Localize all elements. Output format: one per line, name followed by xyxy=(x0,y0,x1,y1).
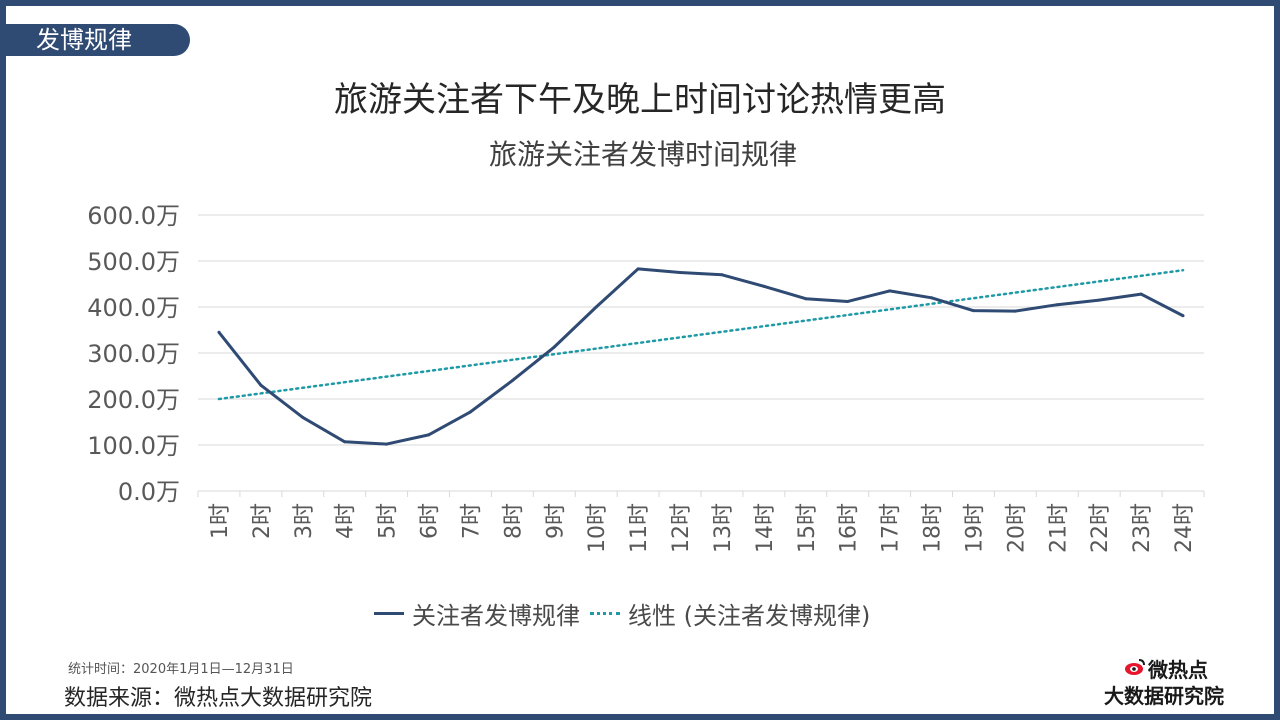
x-tick-label: 16时 xyxy=(837,503,862,553)
legend-item-trendline: 线性 (关注者发博规律) xyxy=(590,596,870,631)
legend-label-series: 关注者发博规律 xyxy=(412,602,580,630)
section-tag: 发博规律 xyxy=(6,24,190,56)
data-point xyxy=(1097,298,1101,302)
data-point xyxy=(971,309,975,313)
chart-legend: 关注者发博规律 线性 (关注者发博规律) xyxy=(374,596,880,631)
x-tick-label: 23时 xyxy=(1130,503,1155,553)
y-tick-label: 100.0万 xyxy=(87,432,180,460)
data-point xyxy=(762,284,766,288)
trend-line xyxy=(217,268,1185,401)
y-tick-label: 0.0万 xyxy=(118,478,180,506)
data-point xyxy=(1055,303,1059,307)
data-point xyxy=(1139,292,1143,296)
data-point xyxy=(888,289,892,293)
x-tick-label: 10时 xyxy=(585,503,610,553)
data-point xyxy=(259,383,263,387)
x-tick-label: 2时 xyxy=(250,503,275,539)
data-point xyxy=(510,379,514,383)
x-tick-label: 14时 xyxy=(753,503,778,553)
data-source: 数据来源：微热点大数据研究院 xyxy=(64,686,373,711)
x-tick-label: 9时 xyxy=(543,503,568,539)
x-tick-label: 18时 xyxy=(921,503,946,553)
x-tick-label: 15时 xyxy=(795,503,820,553)
data-point xyxy=(301,415,305,419)
y-tick-label: 200.0万 xyxy=(87,386,180,414)
x-tick-label: 12时 xyxy=(669,503,694,553)
y-tick-label: 500.0万 xyxy=(87,248,180,276)
data-point xyxy=(594,305,598,309)
x-tick-label: 1时 xyxy=(208,503,233,539)
data-point xyxy=(678,271,682,274)
legend-label-trendline: 线性 (关注者发博规律) xyxy=(628,602,871,630)
legend-swatch-series xyxy=(374,612,404,615)
x-tick-label: 13时 xyxy=(711,503,736,553)
data-point xyxy=(343,440,347,444)
x-tick-label: 19时 xyxy=(962,503,987,553)
chart-title: 旅游关注者发博时间规律 xyxy=(489,138,797,171)
logo-text-bottom: 大数据研究院 xyxy=(1104,684,1224,708)
x-tick-label: 8时 xyxy=(501,503,526,539)
x-tick-label: 17时 xyxy=(879,503,904,553)
data-point xyxy=(1181,314,1185,318)
y-tick-label: 600.0万 xyxy=(87,202,180,230)
series-line xyxy=(217,267,1184,446)
data-point xyxy=(720,273,724,277)
data-point xyxy=(385,442,389,446)
x-tick-label: 22时 xyxy=(1088,503,1113,553)
logo: 微热点 大数据研究院 xyxy=(1104,654,1244,708)
x-tick-label: 5时 xyxy=(376,503,401,539)
x-tick-label: 6时 xyxy=(418,503,443,539)
x-tick-label: 3时 xyxy=(292,503,317,539)
x-tick-label: 4时 xyxy=(334,503,359,539)
y-tick-label: 300.0万 xyxy=(87,340,180,368)
legend-item-series: 关注者发博规律 xyxy=(374,596,580,631)
data-point xyxy=(217,330,221,334)
x-tick-label: 21时 xyxy=(1046,503,1071,553)
x-tick-label: 11时 xyxy=(627,503,652,553)
data-point xyxy=(930,296,934,300)
page-title: 旅游关注者下午及晚上时间讨论热情更高 xyxy=(334,80,946,120)
data-point xyxy=(468,410,472,414)
x-tick-label: 7时 xyxy=(459,503,484,539)
data-point xyxy=(427,433,431,437)
line-chart: 旅游关注者发博时间规律 0.0万 100.0万 200.0万 300.0万 400.0万 5… xyxy=(87,138,1205,553)
data-point xyxy=(636,267,640,271)
data-point xyxy=(1013,309,1017,313)
y-tick-label: 400.0万 xyxy=(87,294,180,322)
data-point xyxy=(552,345,556,349)
weibo-eye-icon xyxy=(1124,657,1146,681)
x-tick-label: 20时 xyxy=(1004,503,1029,553)
data-point xyxy=(804,297,808,301)
legend-swatch-trendline xyxy=(590,612,620,615)
stat-time: 统计时间：2020年1月1日—12月31日 xyxy=(68,662,294,677)
data-point xyxy=(846,299,850,303)
x-tick-label: 24时 xyxy=(1172,503,1197,553)
logo-text-top: 微热点 xyxy=(1148,658,1208,682)
